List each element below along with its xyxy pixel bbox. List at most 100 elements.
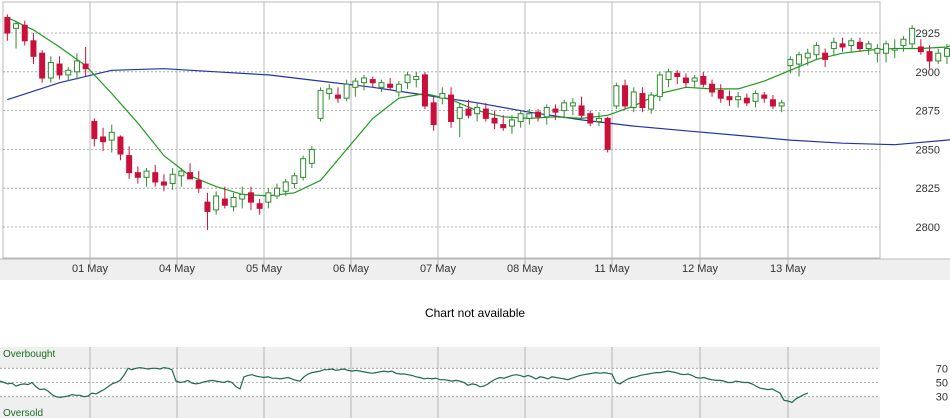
candle-body [256, 203, 263, 209]
oversold-label: Oversold [3, 408, 43, 418]
x-tick-label: 08 May [507, 263, 544, 275]
candle-body [152, 172, 159, 183]
candle [282, 178, 289, 196]
candle [822, 48, 829, 68]
candle-body [378, 82, 385, 88]
candle [743, 93, 750, 106]
candle-body [361, 77, 368, 84]
candle-body [848, 40, 855, 46]
candle-body [213, 195, 220, 211]
candle-body [691, 77, 698, 82]
candle [761, 91, 768, 103]
candle [874, 43, 881, 63]
y-tick-label: 2875 [916, 106, 940, 118]
candle-body [761, 94, 768, 99]
candle [508, 115, 515, 134]
candle [796, 51, 803, 77]
candle [221, 186, 228, 209]
candle-body [13, 23, 20, 29]
candle [639, 87, 646, 113]
candle [73, 53, 80, 80]
candle [474, 102, 481, 122]
candle [456, 102, 463, 137]
candle-body [804, 52, 811, 59]
candle-body [682, 77, 689, 84]
candle [656, 71, 663, 102]
candle [343, 79, 350, 102]
candle [630, 87, 637, 113]
candle [421, 71, 428, 110]
candle [4, 14, 11, 41]
candle [404, 71, 411, 89]
x-tick-label: 06 May [333, 263, 370, 275]
candle [39, 50, 46, 83]
candle [82, 46, 89, 77]
candle-body [508, 119, 515, 127]
x-tick-label: 01 May [72, 263, 109, 275]
candle-body [117, 136, 124, 155]
candle [230, 192, 237, 212]
candle [369, 76, 376, 88]
candle [361, 74, 368, 91]
candle [178, 168, 185, 187]
candle-body [665, 71, 672, 81]
candle-body [343, 83, 350, 99]
overbought-zone [0, 347, 880, 369]
moving-average-short [7, 16, 950, 197]
candle [291, 172, 298, 189]
candle-body [595, 117, 602, 122]
candle [752, 90, 759, 108]
candle-body [291, 175, 298, 185]
candle-body [778, 102, 785, 107]
candle-body [491, 117, 498, 124]
candle [500, 115, 507, 131]
candle-body [891, 48, 898, 51]
candle [65, 67, 72, 82]
candle [395, 81, 402, 97]
candle-body [47, 62, 54, 79]
candle-body [73, 60, 80, 73]
moving-average-long [7, 68, 950, 146]
candle [91, 118, 98, 147]
candle [134, 166, 141, 184]
candle-body [413, 75, 420, 81]
candle-body [134, 172, 141, 178]
candle [682, 73, 689, 88]
candle-body [700, 75, 707, 85]
candle [334, 87, 341, 103]
candle [265, 188, 272, 209]
candle-body [648, 94, 655, 110]
candle-body [674, 72, 681, 77]
candle [117, 135, 124, 161]
candle [917, 39, 924, 55]
y-tick-label: 2825 [916, 183, 940, 195]
candle-body [334, 94, 341, 99]
candle-body [91, 120, 98, 140]
candle-body [204, 201, 211, 212]
candle-body [421, 74, 428, 107]
candle [900, 36, 907, 52]
candle [865, 40, 872, 55]
candle-body [300, 158, 307, 178]
candle-body [369, 79, 376, 84]
x-tick-label: 13 May [770, 263, 807, 275]
candle [300, 155, 307, 181]
candle-body [526, 113, 533, 119]
candle [648, 91, 655, 114]
candle-body [709, 83, 716, 93]
oversold-zone [0, 396, 880, 418]
candle [439, 87, 446, 105]
candle-body [726, 96, 733, 101]
candle-body [247, 192, 254, 203]
candle-body [465, 108, 472, 116]
candle [839, 37, 846, 52]
candle [47, 56, 54, 83]
candle [587, 110, 594, 127]
candle [535, 109, 542, 122]
candle [100, 127, 107, 151]
candle-body [717, 89, 724, 99]
candle-body [108, 131, 115, 141]
candle [883, 40, 890, 63]
x-axis-band [0, 259, 950, 280]
candle [787, 56, 794, 74]
